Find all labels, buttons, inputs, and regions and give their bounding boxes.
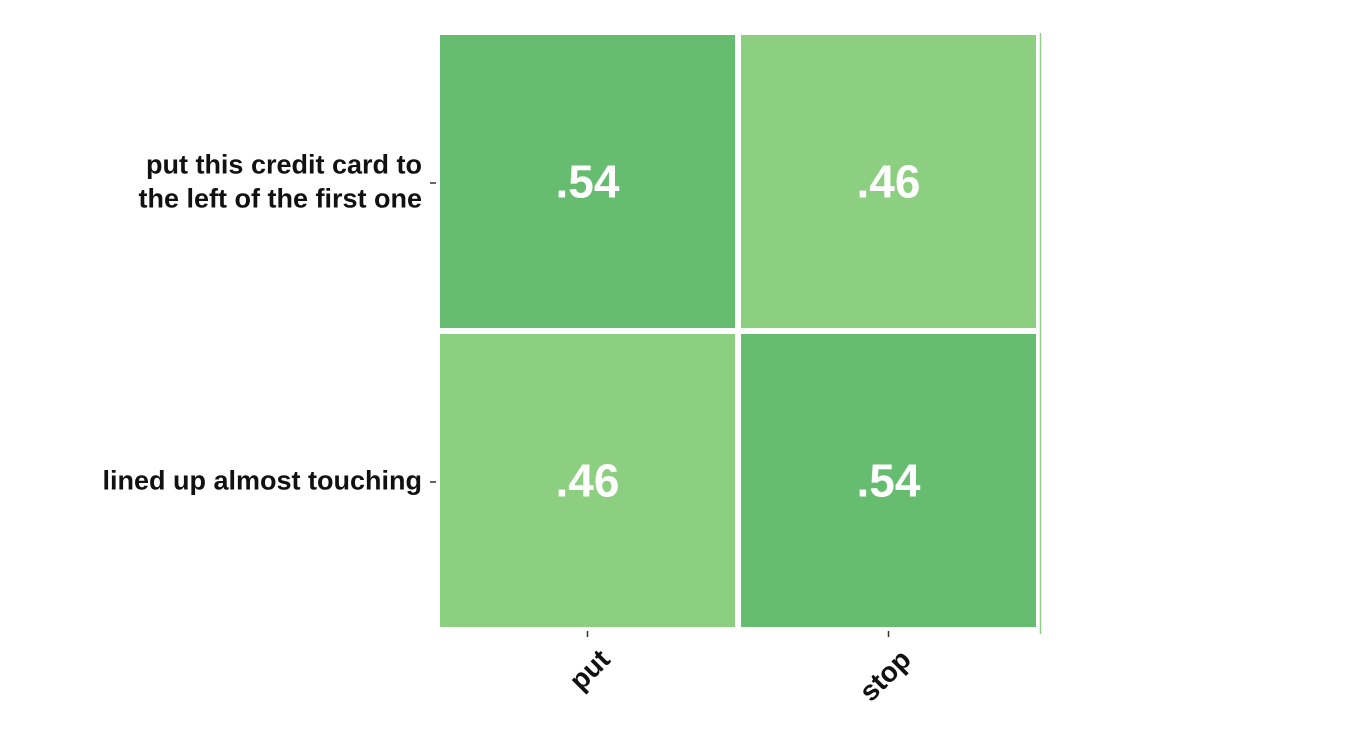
x-tick-label-0: put [563, 643, 616, 696]
cell-value-label-r0-c1: .46 [857, 156, 921, 208]
heatmap-cells [440, 35, 1036, 627]
heatmap-cell-r0-c1 [741, 35, 1036, 328]
cell-value-label-r1-c0: .46 [556, 455, 620, 507]
cell-value-label-r1-c1: .54 [857, 455, 921, 507]
x-tick-label-1: stop [853, 643, 917, 707]
y-axis: put this credit card to the left of the f… [103, 150, 436, 496]
x-axis: put stop [563, 631, 917, 707]
y-tick-label-0: put this credit card to the left of the f… [139, 150, 423, 214]
heatmap-cell-r1-c0 [440, 334, 735, 627]
heatmap-cell-r1-c1 [741, 334, 1036, 627]
y-tick-label-1: lined up almost touching [103, 466, 423, 496]
cell-value-label-r0-c0: .54 [556, 156, 620, 208]
heatmap-cell-r0-c0 [440, 35, 735, 328]
y-tick-label-0-line-0: put this credit card to [146, 150, 422, 180]
y-tick-label-1-line-0: lined up almost touching [103, 466, 423, 496]
y-tick-label-0-line-1: the left of the first one [139, 184, 423, 214]
heatmap-cell-labels: .54 .46 .46 .54 [556, 156, 921, 507]
